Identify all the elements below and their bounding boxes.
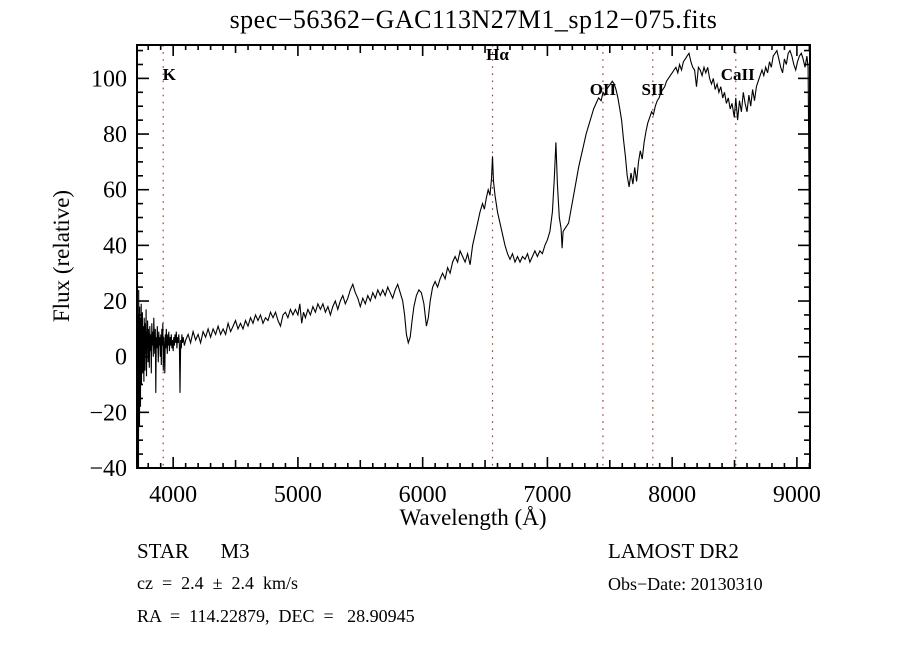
spectral-line-label: OII bbox=[590, 80, 617, 99]
x-tick-label: 8000 bbox=[648, 482, 696, 508]
ra-dec-label: RA = 114.22879, DEC = 28.90945 bbox=[137, 606, 415, 626]
y-tick-label: 60 bbox=[103, 178, 127, 204]
spectrum-trace bbox=[136, 49, 811, 469]
x-tick-label: 4000 bbox=[149, 482, 197, 508]
object-class-label: STAR M3 bbox=[137, 539, 250, 563]
x-tick-label: 9000 bbox=[773, 482, 821, 508]
spectral-line-label: CaII bbox=[721, 65, 755, 84]
y-tick-label: 80 bbox=[103, 122, 127, 148]
x-tick-label: 6000 bbox=[399, 482, 447, 508]
plot-frame bbox=[136, 44, 811, 469]
obs-date-label: Obs−Date: 20130310 bbox=[608, 574, 763, 594]
y-tick-label: −20 bbox=[89, 400, 127, 426]
x-tick-label: 7000 bbox=[523, 482, 571, 508]
y-tick-label: −40 bbox=[89, 456, 127, 482]
y-tick-label: 20 bbox=[103, 289, 127, 315]
y-tick-label: 40 bbox=[103, 233, 127, 259]
y-axis-title: Flux (relative) bbox=[49, 189, 74, 323]
y-tick-label: 100 bbox=[91, 66, 127, 92]
radial-velocity-label: cz = 2.4 ± 2.4 km/s bbox=[137, 573, 299, 593]
survey-label: LAMOST DR2 bbox=[608, 539, 739, 563]
y-tick-label: 0 bbox=[115, 345, 127, 371]
spectral-line-label: Hα bbox=[486, 45, 509, 64]
x-axis-title: Wavelength (Å) bbox=[399, 505, 547, 530]
x-tick-label: 5000 bbox=[274, 482, 322, 508]
spectral-line-label: SII bbox=[641, 80, 664, 99]
plot-title: spec−56362−GAC113N27M1_sp12−075.fits bbox=[229, 5, 718, 34]
spectral-line-label: K bbox=[163, 65, 177, 84]
